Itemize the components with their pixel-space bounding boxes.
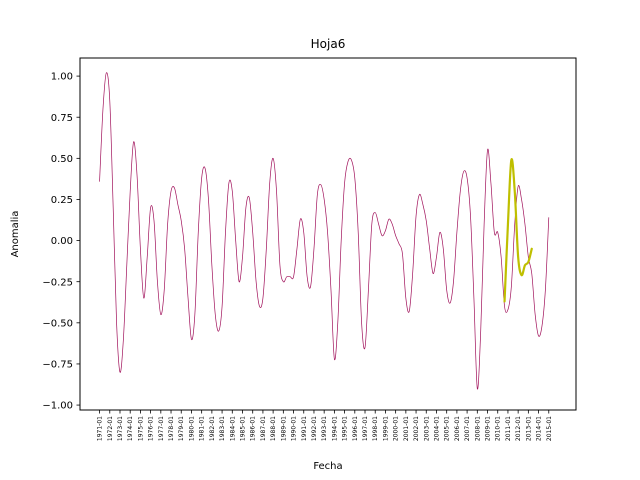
x-tick-label: 1990-01 (291, 416, 298, 441)
x-tick-label: 1980-01 (188, 416, 195, 441)
x-tick-label: 1997-01 (362, 416, 369, 441)
y-axis: −1.00 −0.75 −0.50 −0.25 0.00 0.25 0.50 0.75 1.00 (42, 72, 80, 412)
x-tick-label: 1976-01 (148, 416, 155, 441)
x-tick-label: 2010-01 (495, 416, 502, 441)
x-tick-label: 1993-01 (321, 416, 328, 441)
x-tick-label: 2002-01 (413, 416, 420, 441)
x-tick-label: 1978-01 (168, 416, 175, 441)
series-1-line (99, 72, 550, 390)
y-tick-label: 1.00 (51, 72, 73, 83)
x-tick-label: 1983-01 (219, 416, 226, 441)
x-tick-label: 1996-01 (352, 416, 359, 441)
x-tick-label: 2008-01 (474, 416, 481, 441)
series-2-line (503, 157, 533, 303)
x-tick-label: 1981-01 (199, 416, 206, 441)
x-tick-label: 1974-01 (127, 416, 134, 441)
y-tick-label: −0.25 (42, 277, 73, 288)
x-tick-label: 1986-01 (250, 416, 257, 441)
x-tick-label: 2012-01 (515, 416, 522, 441)
x-tick-label: 1995-01 (342, 416, 349, 441)
y-tick-label: 0.25 (51, 195, 73, 206)
series-layer (99, 72, 550, 390)
x-tick-label: 1973-01 (117, 416, 124, 441)
y-tick-label: 0.00 (51, 236, 73, 247)
x-tick-label: 1972-01 (107, 416, 114, 441)
x-tick-label: 1994-01 (331, 416, 338, 441)
x-tick-label: 2007-01 (464, 416, 471, 441)
chart-title: Hoja6 (311, 37, 346, 51)
x-tick-label: 1988-01 (270, 416, 277, 441)
y-tick-label: −0.50 (42, 318, 73, 329)
x-tick-label: 2013-01 (525, 416, 532, 441)
x-tick-label: 1977-01 (158, 416, 165, 441)
x-tick-label: 2009-01 (485, 416, 492, 441)
x-tick-label: 2003-01 (423, 416, 430, 441)
x-tick-label: 1999-01 (382, 416, 389, 441)
x-tick-label: 2000-01 (393, 416, 400, 441)
x-tick-label: 1975-01 (137, 416, 144, 441)
x-tick-label: 2015-01 (546, 416, 553, 441)
x-tick-label: 1982-01 (209, 416, 216, 441)
y-axis-title: Anomalia (10, 211, 21, 258)
x-axis: 1971-01 1972-01 1973-01 1974-01 1975-01 1976-… (97, 410, 553, 441)
x-tick-label: 1998-01 (372, 416, 379, 441)
x-tick-label: 2004-01 (433, 416, 440, 441)
x-tick-label: 1991-01 (301, 416, 308, 441)
y-tick-label: 0.75 (51, 113, 73, 124)
y-tick-label: 0.50 (51, 154, 73, 165)
y-tick-label: −0.75 (42, 360, 73, 371)
x-tick-label: 1989-01 (280, 416, 287, 441)
x-tick-label: 1987-01 (260, 416, 267, 441)
x-tick-label: 2005-01 (444, 416, 451, 441)
y-tick-label: −1.00 (42, 401, 73, 412)
x-tick-label: 2014-01 (536, 416, 543, 441)
x-axis-title: Fecha (313, 461, 342, 472)
x-tick-label: 2001-01 (403, 416, 410, 441)
x-tick-label: 1992-01 (311, 416, 318, 441)
x-tick-label: 1985-01 (239, 416, 246, 441)
x-tick-label: 1971-01 (97, 416, 104, 441)
plot-frame (79, 57, 577, 411)
x-tick-label: 1979-01 (178, 416, 185, 441)
x-tick-label: 1984-01 (229, 416, 236, 441)
x-tick-label: 2006-01 (454, 416, 461, 441)
x-tick-label: 2011-01 (505, 416, 512, 441)
